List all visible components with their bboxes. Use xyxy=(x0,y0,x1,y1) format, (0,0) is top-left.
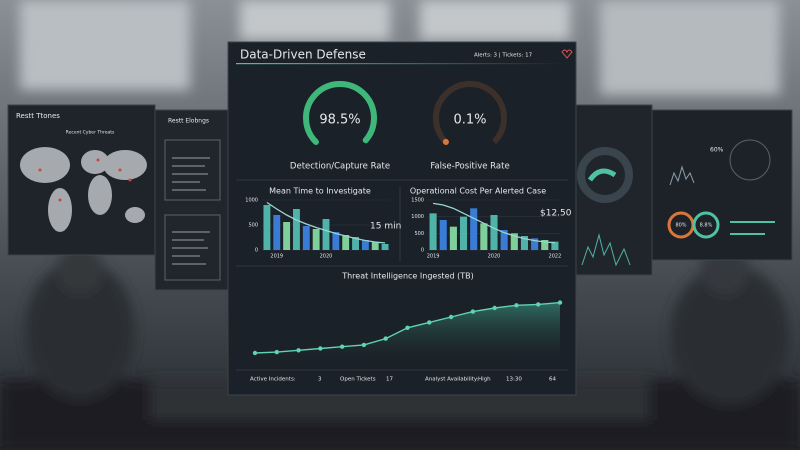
point xyxy=(514,303,519,308)
point xyxy=(405,325,410,330)
gauge-label: False-Positive Rate xyxy=(430,162,509,172)
bar xyxy=(551,241,559,250)
point xyxy=(252,350,258,356)
point xyxy=(383,336,388,341)
bar xyxy=(480,223,488,250)
left-map-panel: Restt Ttones Recent Cyber Threats xyxy=(7,104,156,256)
bar xyxy=(449,226,457,250)
point xyxy=(274,349,279,355)
trend-line xyxy=(266,201,386,244)
bar xyxy=(459,216,468,250)
panel-title: Restt Elobngs xyxy=(168,118,209,125)
annotation: 15 min xyxy=(370,222,401,232)
annotation: $12.50 xyxy=(540,209,572,219)
status-text: 13:30 xyxy=(506,377,522,383)
point xyxy=(470,309,476,314)
bar xyxy=(263,205,271,250)
area-fill xyxy=(255,302,560,362)
gauge-track xyxy=(433,81,507,145)
bar xyxy=(470,208,478,250)
panel-value: 60% xyxy=(710,147,724,154)
point xyxy=(361,342,367,348)
bar xyxy=(439,220,447,250)
bar xyxy=(293,209,300,250)
header-rule xyxy=(236,63,566,65)
panel-title: Restt Ttones xyxy=(16,112,60,120)
bar xyxy=(531,238,539,250)
y-tick-label: 0 xyxy=(255,248,258,254)
point xyxy=(296,348,301,353)
dashboard-title: Data-Driven Defense xyxy=(240,48,366,62)
right-panel-b: 60% 80% 8.8% xyxy=(651,109,793,261)
y-tick-label: 500 xyxy=(248,223,258,229)
point xyxy=(448,314,454,320)
bar xyxy=(322,219,330,250)
bar xyxy=(429,213,437,250)
status-text: Active Incidents: xyxy=(250,377,296,383)
point xyxy=(536,302,541,307)
point xyxy=(492,305,497,311)
bar xyxy=(490,215,498,250)
bar xyxy=(381,244,389,250)
y-tick-label: 0 xyxy=(421,248,424,254)
status-text: High xyxy=(478,377,491,383)
point xyxy=(339,344,345,349)
status-text: Analyst Availability: xyxy=(425,377,479,383)
gauge-arc xyxy=(303,81,377,146)
y-tick-label: 1500 xyxy=(411,198,424,204)
right-panel-a xyxy=(575,104,653,276)
bar xyxy=(541,240,549,250)
bar xyxy=(510,233,518,250)
chart-title: Threat Intelligence Ingested (TB) xyxy=(341,272,474,281)
bar xyxy=(312,229,320,250)
bar xyxy=(332,232,340,250)
bar xyxy=(371,242,379,250)
x-tick-label: 2019 xyxy=(270,254,283,260)
mini-gauge-value: 80% xyxy=(675,223,686,229)
bar xyxy=(342,235,350,250)
mini-gauge-value: 8.8% xyxy=(700,223,713,229)
point xyxy=(318,346,323,351)
bar xyxy=(283,222,291,250)
bar xyxy=(500,230,508,250)
trend-line xyxy=(432,202,555,244)
y-tick-label: 1000 xyxy=(245,198,258,204)
status-text: 17 xyxy=(386,377,393,383)
y-tick-label: 1000 xyxy=(411,214,424,220)
bar xyxy=(352,237,359,250)
gauge-value: 0.1% xyxy=(453,113,486,128)
point xyxy=(557,300,563,305)
favorite-icon[interactable] xyxy=(561,49,573,59)
point xyxy=(427,320,432,325)
gauge-label: Detection/Capture Rate xyxy=(290,162,390,172)
status-text: Open Tickets xyxy=(340,377,376,383)
bar xyxy=(520,236,529,250)
map-caption: Recent Cyber Threats xyxy=(66,130,115,136)
y-tick-label: 500 xyxy=(414,231,424,237)
x-tick-label: 2020 xyxy=(488,254,501,260)
bar xyxy=(273,215,281,250)
header-status: Alerts: 3 | Tickets: 17 xyxy=(474,53,533,59)
x-tick-label: 2022 xyxy=(549,254,562,260)
x-tick-label: 2020 xyxy=(320,254,333,260)
x-tick-label: 2019 xyxy=(427,254,440,260)
left-list-panel: Restt Elobngs xyxy=(154,109,229,291)
status-text: 3 xyxy=(318,377,322,383)
status-text: 64 xyxy=(549,377,556,383)
chart-title: Operational Cost Per Alerted Case xyxy=(410,187,546,196)
bar xyxy=(361,240,369,250)
chart-title: Mean Time to Investigate xyxy=(269,187,371,196)
gauge-value: 98.5% xyxy=(319,113,360,128)
bar xyxy=(302,226,310,250)
